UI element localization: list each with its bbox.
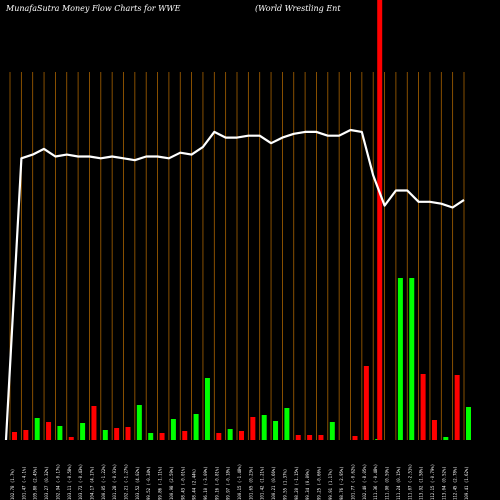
x-tick-label: 100.15 (-1.48%) bbox=[237, 464, 242, 500]
money-flow-bar bbox=[352, 436, 358, 440]
highlight-marker bbox=[377, 0, 383, 440]
x-tick-label: 98.44 (2.44%) bbox=[192, 469, 197, 500]
x-tick-label: 100.98 (2.59%) bbox=[169, 466, 174, 500]
x-tick-label: 101.47 (-4.1%) bbox=[21, 466, 26, 500]
x-tick-label: 111.07 (-2.51%) bbox=[407, 464, 412, 500]
x-tick-labels: 102.78 (1.7%) 101.47 (-4.1%) 105.80 (2.45%… bbox=[10, 464, 469, 500]
x-tick-label: 113.04 (0.52%) bbox=[441, 466, 446, 500]
x-tick-label: 99.91 (1.17%) bbox=[328, 469, 333, 500]
money-flow-bar bbox=[46, 422, 52, 440]
x-tick-label: 98.20 (-1.15%) bbox=[294, 466, 299, 500]
money-flow-bar bbox=[466, 407, 471, 440]
price-line bbox=[4, 128, 465, 441]
x-tick-label: 99.97 (-0.18%) bbox=[226, 466, 231, 500]
x-tick-label: 99.55 (1.37%) bbox=[282, 469, 287, 500]
x-tick-label: 103.72 (-0.43%) bbox=[78, 464, 83, 500]
x-tick-label: 105.80 (2.45%) bbox=[33, 466, 38, 500]
money-flow-bars bbox=[12, 278, 471, 440]
money-flow-bar bbox=[239, 431, 244, 440]
x-tick-label: 104.17 (4.17%) bbox=[89, 466, 94, 500]
x-tick-label: 111.24 (0.15%) bbox=[396, 466, 401, 500]
x-tick-label: 103.27 (0.32%) bbox=[44, 466, 49, 500]
x-tick-label: 103.52 (4.02%) bbox=[135, 466, 140, 500]
money-flow-bar bbox=[420, 374, 426, 440]
x-tick-label: 99.16 (-0.81%) bbox=[214, 466, 219, 500]
x-tick-label: 111.36 (-0.48%) bbox=[373, 464, 378, 500]
money-flow-bar bbox=[261, 415, 267, 440]
money-flow-bar bbox=[431, 420, 437, 440]
money-flow-bar bbox=[91, 406, 97, 440]
money-flow-bar bbox=[443, 437, 449, 440]
money-flow-bar bbox=[80, 423, 86, 440]
money-flow-bar bbox=[102, 430, 108, 440]
money-flow-bar bbox=[68, 437, 74, 440]
money-flow-bar bbox=[114, 428, 120, 440]
gridlines bbox=[9, 72, 465, 440]
x-tick-label: 101.65 (0.23%) bbox=[248, 466, 253, 500]
money-flow-bar bbox=[363, 366, 369, 440]
x-tick-label: 98.76 (-2.95%) bbox=[339, 466, 344, 500]
money-flow-bar bbox=[250, 417, 256, 440]
x-tick-label: 102.78 (1.7%) bbox=[10, 469, 15, 500]
money-flow-bar bbox=[397, 278, 403, 440]
x-tick-label: 99.34 (0.09%) bbox=[305, 469, 310, 500]
x-tick-label: 101.28 (-0.91%) bbox=[112, 464, 117, 500]
x-tick-label: 112.15 (-0.79%) bbox=[430, 464, 435, 500]
money-flow-bar bbox=[12, 432, 17, 440]
x-tick-label: 103.11 (-0.58%) bbox=[67, 464, 72, 500]
price-line-layer bbox=[4, 128, 465, 441]
x-tick-label: 102.40 (-8.05%) bbox=[362, 464, 367, 500]
x-tick-label: 99.52 (-0.34%) bbox=[146, 466, 151, 500]
x-tick-label: 113.92 (1.58%) bbox=[419, 466, 424, 500]
x-tick-label: 102.21 (-1.27%) bbox=[124, 464, 129, 500]
x-tick-label: 112.45 (2.78%) bbox=[453, 466, 458, 500]
money-flow-bar bbox=[307, 435, 313, 440]
money-flow-bar bbox=[227, 429, 233, 440]
money-flow-bar bbox=[295, 435, 301, 440]
money-flow-bar bbox=[170, 419, 176, 440]
money-flow-bar bbox=[148, 433, 154, 440]
money-flow-bar bbox=[329, 422, 335, 440]
money-flow-bar bbox=[159, 433, 165, 440]
money-flow-bar bbox=[273, 421, 279, 440]
money-flow-bar bbox=[216, 433, 222, 440]
x-tick-label: 102.94 (-0.17%) bbox=[55, 464, 60, 500]
money-flow-bar bbox=[318, 435, 324, 440]
x-tick-label: 99.25 (-0.66%) bbox=[316, 466, 321, 500]
x-tick-label: 111.90 (0.59%) bbox=[385, 466, 390, 500]
money-flow-bar bbox=[409, 278, 415, 440]
x-tick-label: 98.43 (-0.01%) bbox=[180, 466, 185, 500]
marker-layer bbox=[377, 0, 383, 440]
chart-title: MunafaSutra Money Flow Charts for WWE bbox=[5, 4, 181, 13]
money-flow-bar bbox=[125, 427, 131, 440]
x-tick-label: 101.77 (-0.62%) bbox=[351, 464, 356, 500]
money-flow-bar bbox=[23, 430, 29, 440]
x-tick-label: 101.42 (1.21%) bbox=[260, 466, 265, 500]
money-flow-bar bbox=[454, 375, 460, 440]
money-flow-bar bbox=[136, 405, 142, 440]
x-tick-label: 109.41 (1.62%) bbox=[464, 466, 469, 500]
money-flow-bar bbox=[284, 408, 290, 440]
chart-subtitle: (World Wrestling Ent bbox=[255, 4, 341, 13]
money-flow-bar bbox=[57, 426, 63, 440]
x-tick-label: 96.10 (-3.09%) bbox=[203, 466, 208, 500]
x-tick-label: 100.21 (0.66%) bbox=[271, 466, 276, 500]
x-tick-label: 100.05 (-1.22%) bbox=[101, 464, 106, 500]
money-flow-bar bbox=[204, 378, 210, 440]
money-flow-bar bbox=[193, 414, 199, 440]
money-flow-bar bbox=[182, 431, 188, 440]
x-tick-label: 99.86 (-1.11%) bbox=[158, 466, 163, 500]
money-flow-bar bbox=[34, 418, 40, 440]
